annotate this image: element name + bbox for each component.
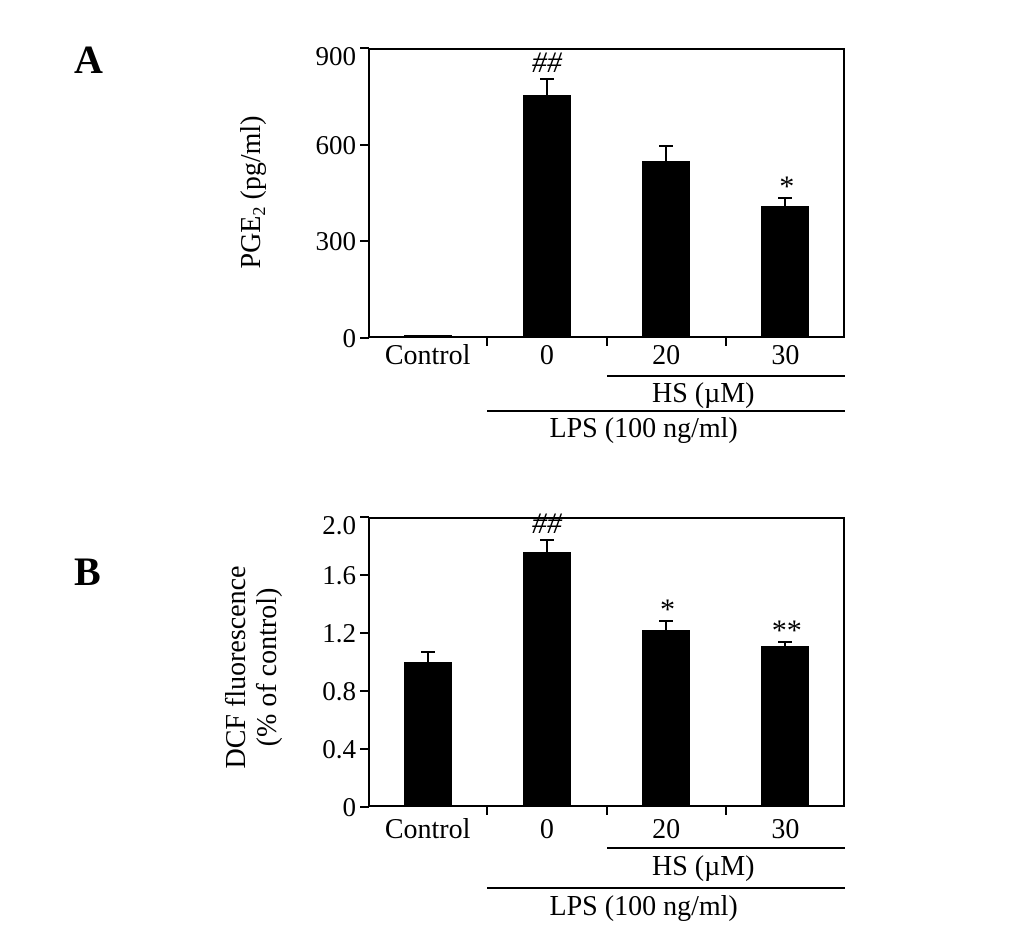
error-bar [426,651,429,662]
x-axis-tick [724,338,727,346]
error-bar [784,641,787,647]
y-tick-label: 2.0 [322,510,356,540]
bar-control [403,335,452,338]
significance-marker: * [777,169,793,203]
x-axis-tick [605,807,608,815]
y-axis-tick [360,806,369,808]
error-bar [545,78,548,95]
bar-20 [642,630,691,807]
y-axis-tick [360,240,369,243]
bar-30 [761,646,810,807]
x-category-label: 30 [771,340,800,371]
bar-control [403,662,452,807]
bar-20 [642,160,691,338]
x-axis-tick [724,807,727,815]
error-bar-cap [778,640,793,643]
significance-marker: * [658,593,674,627]
y-axis-tick [360,632,369,634]
group-line [606,375,845,377]
panel-label-b: B [74,549,101,594]
significance-marker: ## [531,507,562,541]
y-tick-label: 1.2 [322,618,356,648]
error-bar [784,197,787,206]
error-bar [545,540,548,552]
bar-0 [522,551,571,807]
y-axis-tick [360,748,369,750]
group-label: LPS (100 ng/ml) [549,413,738,444]
group-label: HS (µM) [652,851,755,882]
y-axis-tick [360,516,369,518]
x-category-label: 0 [539,340,554,371]
y-axis-tick [360,47,369,49]
y-tick-label: 1.6 [322,560,356,590]
error-bar-cap [659,145,674,148]
error-bar-cap [420,650,435,653]
x-axis-tick [486,807,489,815]
x-category-label: 30 [771,814,800,845]
plot-frame [368,48,845,338]
error-bar [665,146,668,161]
significance-marker: ## [531,45,562,79]
x-category-label: 20 [652,340,681,371]
group-label: HS (µM) [652,378,755,409]
bar-0 [522,94,571,338]
y-axis-label: DCF fluorescence (% of control) [221,565,283,769]
x-category-label: 20 [652,814,681,845]
x-category-label: Control [384,814,471,845]
y-tick-label: 300 [315,226,357,257]
x-category-label: Control [384,340,471,371]
x-category-label: 0 [539,814,554,845]
y-tick-label: 600 [315,129,357,160]
error-bar [665,621,668,631]
plot-frame [368,517,845,807]
error-bar-cap [778,196,793,199]
x-axis-tick [486,338,489,346]
group-line [487,887,845,889]
y-axis-tick [360,690,369,692]
error-bar-cap [539,539,554,542]
y-axis-tick [360,574,369,576]
x-axis-tick [605,338,608,346]
y-tick-label: 0 [342,323,357,353]
bar-30 [761,205,810,338]
y-axis-tick [360,337,369,339]
group-line [487,410,845,412]
y-axis-tick [360,143,369,146]
y-tick-label: 0.8 [322,676,356,706]
error-bar-cap [539,77,554,80]
y-tick-label: 0 [342,792,357,822]
group-label: LPS (100 ng/ml) [549,891,738,922]
y-tick-label: 0.4 [322,734,356,764]
group-line [606,847,845,849]
panel-label-a: A [74,37,103,82]
error-bar-cap [659,620,674,623]
y-tick-label: 900 [315,41,357,71]
significance-marker: ** [770,613,801,647]
